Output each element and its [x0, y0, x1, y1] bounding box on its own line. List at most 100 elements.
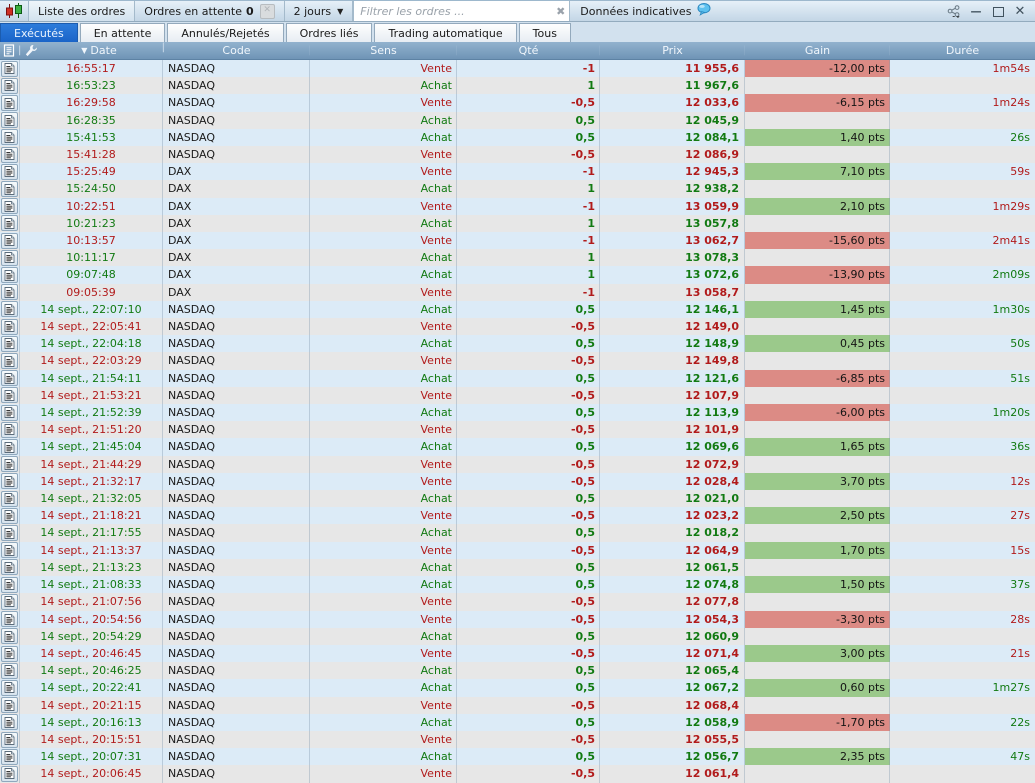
tab-en-attente[interactable]: En attente	[79, 23, 166, 42]
order-details-icon[interactable]	[1, 697, 18, 714]
period-dropdown[interactable]: 2 jours ▼	[285, 1, 354, 21]
order-details-icon[interactable]	[1, 765, 18, 782]
order-details-icon[interactable]	[1, 181, 18, 198]
table-row[interactable]: 10:22:51 DAX Vente -1 13 059,9 2,10 pts …	[0, 197, 1035, 215]
table-row[interactable]: 15:41:28 NASDAQ Vente -0,5 12 086,9	[0, 146, 1035, 164]
table-row[interactable]: 14 sept., 21:51:20 NASDAQ Vente -0,5 12 …	[0, 421, 1035, 439]
table-row[interactable]: 14 sept., 20:22:41 NASDAQ Achat 0,5 12 0…	[0, 679, 1035, 697]
order-details-icon[interactable]	[1, 576, 18, 593]
order-details-icon[interactable]	[1, 679, 18, 696]
table-row[interactable]: 14 sept., 22:04:18 NASDAQ Achat 0,5 12 1…	[0, 335, 1035, 353]
table-row[interactable]: 14 sept., 21:45:04 NASDAQ Achat 0,5 12 0…	[0, 438, 1035, 456]
order-details-icon[interactable]	[1, 645, 18, 662]
order-details-icon[interactable]	[1, 611, 18, 628]
table-row[interactable]: 14 sept., 22:03:29 NASDAQ Vente -0,5 12 …	[0, 352, 1035, 370]
order-details-icon[interactable]	[1, 404, 18, 421]
wrench-icon[interactable]	[24, 44, 38, 57]
table-row[interactable]: 14 sept., 20:54:56 NASDAQ Vente -0,5 12 …	[0, 610, 1035, 628]
order-details-icon[interactable]	[1, 662, 18, 679]
table-row[interactable]: 14 sept., 20:06:45 NASDAQ Vente -0,5 12 …	[0, 765, 1035, 783]
table-row[interactable]: 14 sept., 20:46:45 NASDAQ Vente -0,5 12 …	[0, 644, 1035, 663]
table-row[interactable]: 14 sept., 21:54:11 NASDAQ Achat 0,5 12 1…	[0, 369, 1035, 387]
order-details-icon[interactable]	[1, 129, 18, 146]
filter-input[interactable]	[360, 4, 557, 18]
order-details-icon[interactable]	[1, 525, 18, 542]
share-icon[interactable]	[947, 4, 961, 18]
table-row[interactable]: 14 sept., 21:13:23 NASDAQ Achat 0,5 12 0…	[0, 558, 1035, 577]
order-details-icon[interactable]	[1, 473, 18, 490]
table-row[interactable]: 14 sept., 21:17:55 NASDAQ Achat 0,5 12 0…	[0, 524, 1035, 542]
column-header-prix[interactable]: Prix	[600, 42, 745, 59]
column-header-gain[interactable]: Gain	[745, 42, 890, 59]
table-row[interactable]: 09:05:39 DAX Vente -1 13 058,7	[0, 283, 1035, 301]
order-details-icon[interactable]	[1, 731, 18, 748]
order-details-icon[interactable]	[1, 456, 18, 473]
document-icon[interactable]	[3, 44, 15, 57]
order-details-icon[interactable]	[1, 335, 18, 352]
table-row[interactable]: 10:21:23 DAX Achat 1 13 057,8	[0, 214, 1035, 233]
order-details-icon[interactable]	[1, 215, 18, 232]
table-row[interactable]: 16:28:35 NASDAQ Achat 0,5 12 045,9	[0, 111, 1035, 129]
maximize-button[interactable]	[991, 4, 1005, 18]
tab-trading-automatique[interactable]: Trading automatique	[374, 23, 517, 42]
order-details-icon[interactable]	[1, 301, 18, 318]
table-row[interactable]: 15:24:50 DAX Achat 1 12 938,2	[0, 180, 1035, 198]
order-details-icon[interactable]	[1, 77, 18, 94]
order-details-icon[interactable]	[1, 163, 18, 180]
table-row[interactable]: 14 sept., 21:08:33 NASDAQ Achat 0,5 12 0…	[0, 576, 1035, 594]
speech-bubble-icon[interactable]	[697, 3, 711, 19]
table-row[interactable]: 14 sept., 20:54:29 NASDAQ Achat 0,5 12 0…	[0, 627, 1035, 645]
tab-annules-rejetes[interactable]: Annulés/Rejetés	[167, 23, 284, 42]
order-details-icon[interactable]	[1, 232, 18, 249]
order-details-icon[interactable]	[1, 439, 18, 456]
order-details-icon[interactable]	[1, 748, 18, 765]
table-row[interactable]: 10:13:57 DAX Vente -1 13 062,7 -15,60 pt…	[0, 232, 1035, 250]
table-row[interactable]: 10:11:17 DAX Achat 1 13 078,3	[0, 249, 1035, 267]
order-details-icon[interactable]	[1, 198, 18, 215]
order-details-icon[interactable]	[1, 60, 18, 77]
table-row[interactable]: 14 sept., 21:44:29 NASDAQ Vente -0,5 12 …	[0, 455, 1035, 473]
clear-filter-icon[interactable]: ✖	[556, 4, 566, 18]
table-row[interactable]: 14 sept., 21:32:05 NASDAQ Achat 0,5 12 0…	[0, 490, 1035, 508]
minimize-button[interactable]: —	[970, 4, 982, 18]
tab-tous[interactable]: Tous	[518, 23, 571, 42]
table-row[interactable]: 14 sept., 20:15:51 NASDAQ Vente -0,5 12 …	[0, 730, 1035, 749]
table-row[interactable]: 16:55:17 NASDAQ Vente -1 11 955,6 -12,00…	[0, 60, 1035, 78]
table-row[interactable]: 14 sept., 20:21:15 NASDAQ Vente -0,5 12 …	[0, 696, 1035, 714]
table-row[interactable]: 14 sept., 20:16:13 NASDAQ Achat 0,5 12 0…	[0, 713, 1035, 731]
table-row[interactable]: 14 sept., 20:07:31 NASDAQ Achat 0,5 12 0…	[0, 748, 1035, 766]
table-row[interactable]: 14 sept., 21:53:21 NASDAQ Vente -0,5 12 …	[0, 386, 1035, 405]
order-details-icon[interactable]	[1, 490, 18, 507]
table-row[interactable]: 15:41:53 NASDAQ Achat 0,5 12 084,1 1,40 …	[0, 128, 1035, 147]
order-details-icon[interactable]	[1, 112, 18, 129]
toolbar-tab-ordres-en-attente[interactable]: Ordres en attente 0 ✕	[135, 1, 285, 21]
order-details-icon[interactable]	[1, 559, 18, 576]
table-row[interactable]: 14 sept., 21:07:56 NASDAQ Vente -0,5 12 …	[0, 593, 1035, 611]
order-details-icon[interactable]	[1, 387, 18, 404]
column-header-duree[interactable]: Durée	[945, 44, 980, 57]
table-row[interactable]: 14 sept., 22:07:10 NASDAQ Achat 0,5 12 1…	[0, 300, 1035, 319]
order-details-icon[interactable]	[1, 628, 18, 645]
column-header-sens[interactable]: Sens	[310, 42, 457, 59]
order-details-icon[interactable]	[1, 421, 18, 438]
order-details-icon[interactable]	[1, 284, 18, 301]
toolbar-tab-liste-des-ordres[interactable]: Liste des ordres	[29, 1, 136, 21]
close-button[interactable]: ✕	[1014, 3, 1026, 19]
table-row[interactable]: 14 sept., 21:32:17 NASDAQ Vente -0,5 12 …	[0, 472, 1035, 491]
order-details-icon[interactable]	[1, 318, 18, 335]
header-date-cell[interactable]: | ▼ Date	[0, 42, 165, 59]
order-details-icon[interactable]	[1, 267, 18, 284]
table-row[interactable]: 14 sept., 21:52:39 NASDAQ Achat 0,5 12 1…	[0, 404, 1035, 422]
table-row[interactable]: 16:53:23 NASDAQ Achat 1 11 967,6	[0, 77, 1035, 95]
column-header-code[interactable]: Code	[163, 42, 310, 59]
order-details-icon[interactable]	[1, 146, 18, 163]
table-row[interactable]: 09:07:48 DAX Achat 1 13 072,6 -13,90 pts…	[0, 266, 1035, 284]
order-details-icon[interactable]	[1, 714, 18, 731]
table-row[interactable]: 15:25:49 DAX Vente -1 12 945,3 7,10 pts …	[0, 163, 1035, 181]
order-details-icon[interactable]	[1, 593, 18, 610]
table-row[interactable]: 14 sept., 20:46:25 NASDAQ Achat 0,5 12 0…	[0, 662, 1035, 680]
tab-ordres-lies[interactable]: Ordres liés	[285, 23, 373, 42]
tab-executes[interactable]: Exécutés	[0, 23, 78, 42]
order-details-icon[interactable]	[1, 95, 18, 111]
table-row[interactable]: 16:29:58 NASDAQ Vente -0,5 12 033,6 -6,1…	[0, 94, 1035, 112]
